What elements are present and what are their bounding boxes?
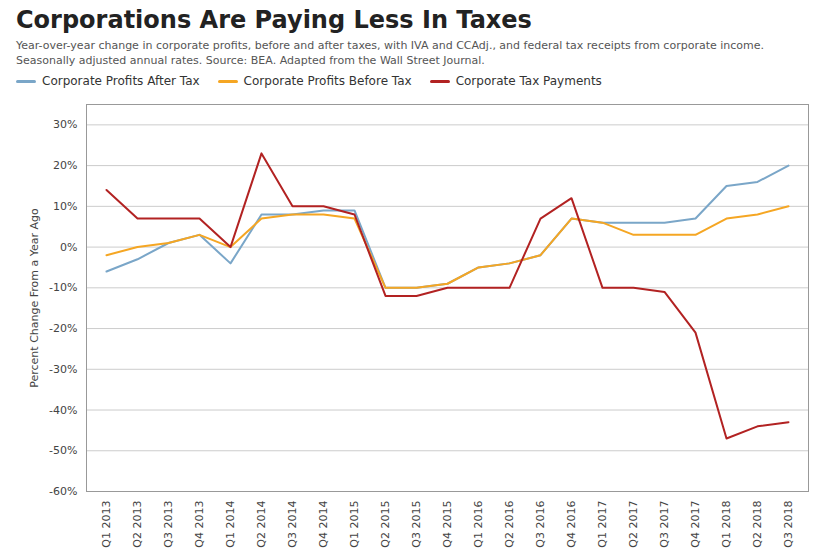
svg-text:Q2 2013: Q2 2013 <box>131 501 144 548</box>
svg-text:10%: 10% <box>53 200 77 213</box>
svg-text:Q2 2018: Q2 2018 <box>751 501 764 548</box>
html-text:Corporations Are Paying Less I: Corporations Are Paying Less In Taxes <box>16 6 532 34</box>
svg-text:0%: 0% <box>60 241 77 254</box>
html-text:Corporate Profits Before Tax: Corporate Profits Before Tax <box>243 74 412 89</box>
svg-text:Q3 2018: Q3 2018 <box>782 501 795 548</box>
svg-text:Q2 2016: Q2 2016 <box>503 501 516 548</box>
svg-text:Q1 2016: Q1 2016 <box>472 501 485 548</box>
svg-text:30%: 30% <box>53 119 77 132</box>
svg-text:-20%: -20% <box>49 323 77 336</box>
svg-text:Q1 2013: Q1 2013 <box>100 501 113 548</box>
svg-text:Q1 2014: Q1 2014 <box>224 501 237 548</box>
svg-text:Q1 2015: Q1 2015 <box>348 501 361 548</box>
svg-text:-10%: -10% <box>49 282 77 295</box>
svg-text:Q4 2017: Q4 2017 <box>689 501 702 548</box>
svg-text:-30%: -30% <box>49 363 77 376</box>
svg-text:Q3 2014: Q3 2014 <box>286 501 299 548</box>
html-text:Year-over-year change in corpo: Year-over-year change in corporate profi… <box>16 38 764 67</box>
svg-text:-60%: -60% <box>49 486 77 499</box>
svg-text:Q4 2016: Q4 2016 <box>565 501 578 548</box>
svg-text:Q4 2015: Q4 2015 <box>441 501 454 548</box>
svg-text:Q1 2017: Q1 2017 <box>596 501 609 548</box>
svg-text:-50%: -50% <box>49 445 77 458</box>
svg-text:20%: 20% <box>53 160 77 173</box>
svg-text:Q3 2017: Q3 2017 <box>658 501 671 548</box>
svg-text:Q3 2013: Q3 2013 <box>162 501 175 548</box>
html-text:Corporate Profits After Tax: Corporate Profits After Tax <box>42 74 200 89</box>
svg-text:-40%: -40% <box>49 404 77 417</box>
svg-text:Q3 2016: Q3 2016 <box>534 501 547 548</box>
svg-text:Q2 2015: Q2 2015 <box>379 501 392 548</box>
svg-text:Q2 2014: Q2 2014 <box>255 501 268 548</box>
svg-text:Q2 2017: Q2 2017 <box>627 501 640 548</box>
html-text:Corporate Tax Payments: Corporate Tax Payments <box>455 74 602 89</box>
svg-text:Q4 2014: Q4 2014 <box>317 501 330 548</box>
svg-text:Q1 2018: Q1 2018 <box>720 501 733 548</box>
svg-text:Q4 2013: Q4 2013 <box>193 501 206 548</box>
svg-text:Percent Change From a Year Ago: Percent Change From a Year Ago <box>28 208 41 388</box>
svg-text:Q3 2015: Q3 2015 <box>410 501 423 548</box>
